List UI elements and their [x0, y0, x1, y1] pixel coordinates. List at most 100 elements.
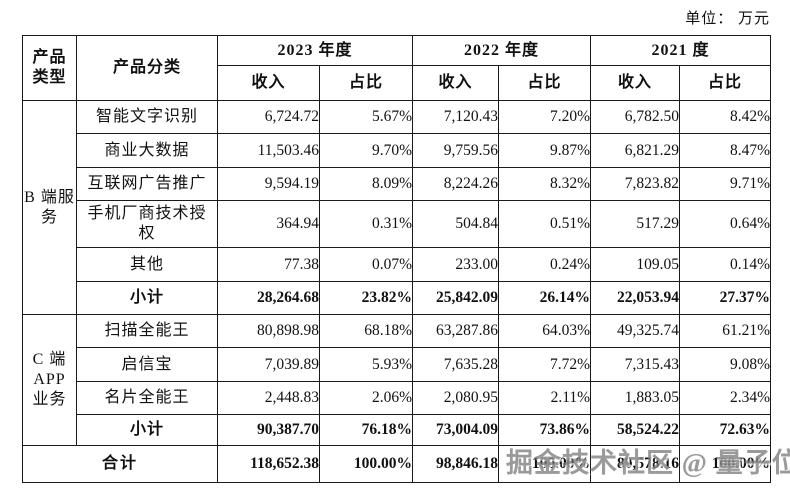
revenue-2021-cell: 109.05 — [590, 247, 681, 282]
col-header-year-2023: 2023 年度 — [216, 35, 414, 66]
group-label-b-side: B 端服 务 — [22, 100, 77, 315]
share-2021-cell: 9.08% — [679, 347, 772, 382]
table-row: B 端服 务 智能文字识别 6,724.72 5.67% 7,120.43 7.… — [22, 100, 772, 315]
category-cell: 其他 — [76, 247, 218, 282]
share-2023-cell: 100.00% — [318, 445, 414, 483]
col-header-revenue-2022: 收入 — [412, 65, 500, 101]
share-2023-cell: 9.70% — [318, 133, 414, 168]
share-2022-cell: 0.51% — [498, 200, 592, 248]
share-2021-cell: 27.37% — [679, 281, 772, 315]
share-2021-cell: 8.42% — [679, 100, 772, 134]
share-2021-cell: 9.71% — [679, 167, 772, 201]
col-header-revenue-2021: 收入 — [590, 65, 681, 101]
revenue-table: 产品 类型 产品分类 2023 年度 2022 年度 2021 度 收入 占比 … — [22, 35, 772, 483]
revenue-2022-cell: 504.84 — [412, 200, 500, 248]
share-2021-cell: 8.47% — [679, 133, 772, 168]
revenue-2022-cell: 73,004.09 — [412, 414, 500, 446]
share-2022-cell: 0.24% — [498, 247, 592, 282]
share-2021-cell: 0.14% — [679, 247, 772, 282]
revenue-2021-cell: 6,782.50 — [590, 100, 681, 134]
col-header-revenue-2023: 收入 — [217, 65, 320, 101]
revenue-2022-cell: 25,842.09 — [412, 281, 500, 315]
share-2023-cell: 0.07% — [318, 247, 414, 282]
revenue-2023-cell: 80,898.98 — [217, 314, 320, 348]
table-row: 手机厂商技术授 权 364.94 0.31% 504.84 0.51% 517.… — [23, 200, 772, 248]
share-2022-cell: 7.20% — [498, 100, 592, 134]
col-header-product-type: 产品 类型 — [22, 35, 77, 101]
share-2021-cell: 61.21% — [679, 314, 772, 348]
table-row: 启信宝 7,039.89 5.93% 7,635.28 7.72% 7,315.… — [23, 347, 772, 382]
share-2021-cell: 0.64% — [679, 200, 772, 248]
share-2022-cell: 2.11% — [498, 381, 592, 415]
share-2021-cell: 72.63% — [679, 414, 772, 446]
category-cell: 手机厂商技术授 权 — [76, 200, 218, 248]
share-2023-cell: 76.18% — [318, 414, 414, 446]
total-label: 合计 — [22, 445, 218, 483]
revenue-2022-cell: 63,287.86 — [412, 314, 500, 348]
revenue-2021-cell: 7,823.82 — [590, 167, 681, 201]
col-header-product-category: 产品分类 — [76, 35, 218, 101]
revenue-2022-cell: 98,846.18 — [412, 445, 500, 483]
revenue-2021-cell: 58,524.22 — [590, 414, 681, 446]
revenue-2022-cell: 8,224.26 — [412, 167, 500, 201]
share-2022-cell: 8.32% — [498, 167, 592, 201]
table-row: 互联网广告推广 9,594.19 8.09% 8,224.26 8.32% 7,… — [23, 167, 772, 201]
revenue-2023-cell: 90,387.70 — [217, 414, 320, 446]
col-header-share-2022: 占比 — [498, 65, 592, 101]
subtotal-label: 小计 — [76, 281, 218, 315]
unit-label: 单位： 万元 — [685, 11, 770, 27]
table-row: 其他 77.38 0.07% 233.00 0.24% 109.05 0.14% — [23, 247, 772, 282]
share-2022-cell: 64.03% — [498, 314, 592, 348]
revenue-2021-cell: 517.29 — [590, 200, 681, 248]
revenue-2023-cell: 77.38 — [217, 247, 320, 282]
revenue-2021-cell: 7,315.43 — [590, 347, 681, 382]
col-header-share-2021: 占比 — [679, 65, 772, 101]
revenue-2023-cell: 364.94 — [217, 200, 320, 248]
revenue-2021-cell: 49,325.74 — [590, 314, 681, 348]
category-cell: 商业大数据 — [76, 133, 218, 168]
share-2022-cell: 9.87% — [498, 133, 592, 168]
subtotal-row-c: 小计 90,387.70 76.18% 73,004.09 73.86% 58,… — [23, 414, 772, 446]
revenue-2023-cell: 6,724.72 — [217, 100, 320, 134]
share-2023-cell: 68.18% — [318, 314, 414, 348]
revenue-2023-cell: 2,448.83 — [217, 381, 320, 415]
table-row: 名片全能王 2,448.83 2.06% 2,080.95 2.11% 1,88… — [23, 381, 772, 415]
subtotal-label: 小计 — [76, 414, 218, 446]
share-2023-cell: 23.82% — [318, 281, 414, 315]
revenue-2023-cell: 7,039.89 — [217, 347, 320, 382]
share-2023-cell: 0.31% — [318, 200, 414, 248]
col-header-year-2021: 2021 度 — [590, 35, 772, 66]
group-label-c-side: C 端 APP 业务 — [22, 314, 77, 446]
share-2023-cell: 2.06% — [318, 381, 414, 415]
category-cell: 智能文字识别 — [76, 100, 218, 134]
revenue-2023-cell: 11,503.46 — [217, 133, 320, 168]
header-row-years: 产品 类型 产品分类 2023 年度 2022 年度 2021 度 — [22, 35, 772, 101]
revenue-2022-cell: 7,635.28 — [412, 347, 500, 382]
share-2023-cell: 5.93% — [318, 347, 414, 382]
revenue-2021-cell: 6,821.29 — [590, 133, 681, 168]
header-row-metrics: 收入 占比 收入 占比 收入 占比 — [23, 65, 772, 101]
col-header-share-2023: 占比 — [318, 65, 414, 101]
revenue-2022-cell: 2,080.95 — [412, 381, 500, 415]
table-row: C 端 APP 业务 扫描全能王 80,898.98 68.18% 63,287… — [22, 314, 772, 446]
category-cell: 扫描全能王 — [76, 314, 218, 348]
revenue-2022-cell: 9,759.56 — [412, 133, 500, 168]
revenue-2021-cell: 80,578.16 — [590, 445, 681, 483]
col-header-year-2022: 2022 年度 — [412, 35, 592, 66]
revenue-2022-cell: 233.00 — [412, 247, 500, 282]
table-row: 商业大数据 11,503.46 9.70% 9,759.56 9.87% 6,8… — [23, 133, 772, 168]
category-cell: 名片全能王 — [76, 381, 218, 415]
share-2022-cell: 7.72% — [498, 347, 592, 382]
revenue-2021-cell: 1,883.05 — [590, 381, 681, 415]
share-2021-cell: 2.34% — [679, 381, 772, 415]
revenue-2023-cell: 28,264.68 — [217, 281, 320, 315]
revenue-2023-cell: 9,594.19 — [217, 167, 320, 201]
revenue-2021-cell: 22,053.94 — [590, 281, 681, 315]
revenue-2022-cell: 7,120.43 — [412, 100, 500, 134]
category-cell: 启信宝 — [76, 347, 218, 382]
share-2023-cell: 5.67% — [318, 100, 414, 134]
share-2022-cell: 73.86% — [498, 414, 592, 446]
subtotal-row-b: 小计 28,264.68 23.82% 25,842.09 26.14% 22,… — [23, 281, 772, 315]
total-row: 合计 118,652.38 100.00% 98,846.18 100.00% … — [22, 445, 772, 483]
revenue-2023-cell: 118,652.38 — [217, 445, 320, 483]
